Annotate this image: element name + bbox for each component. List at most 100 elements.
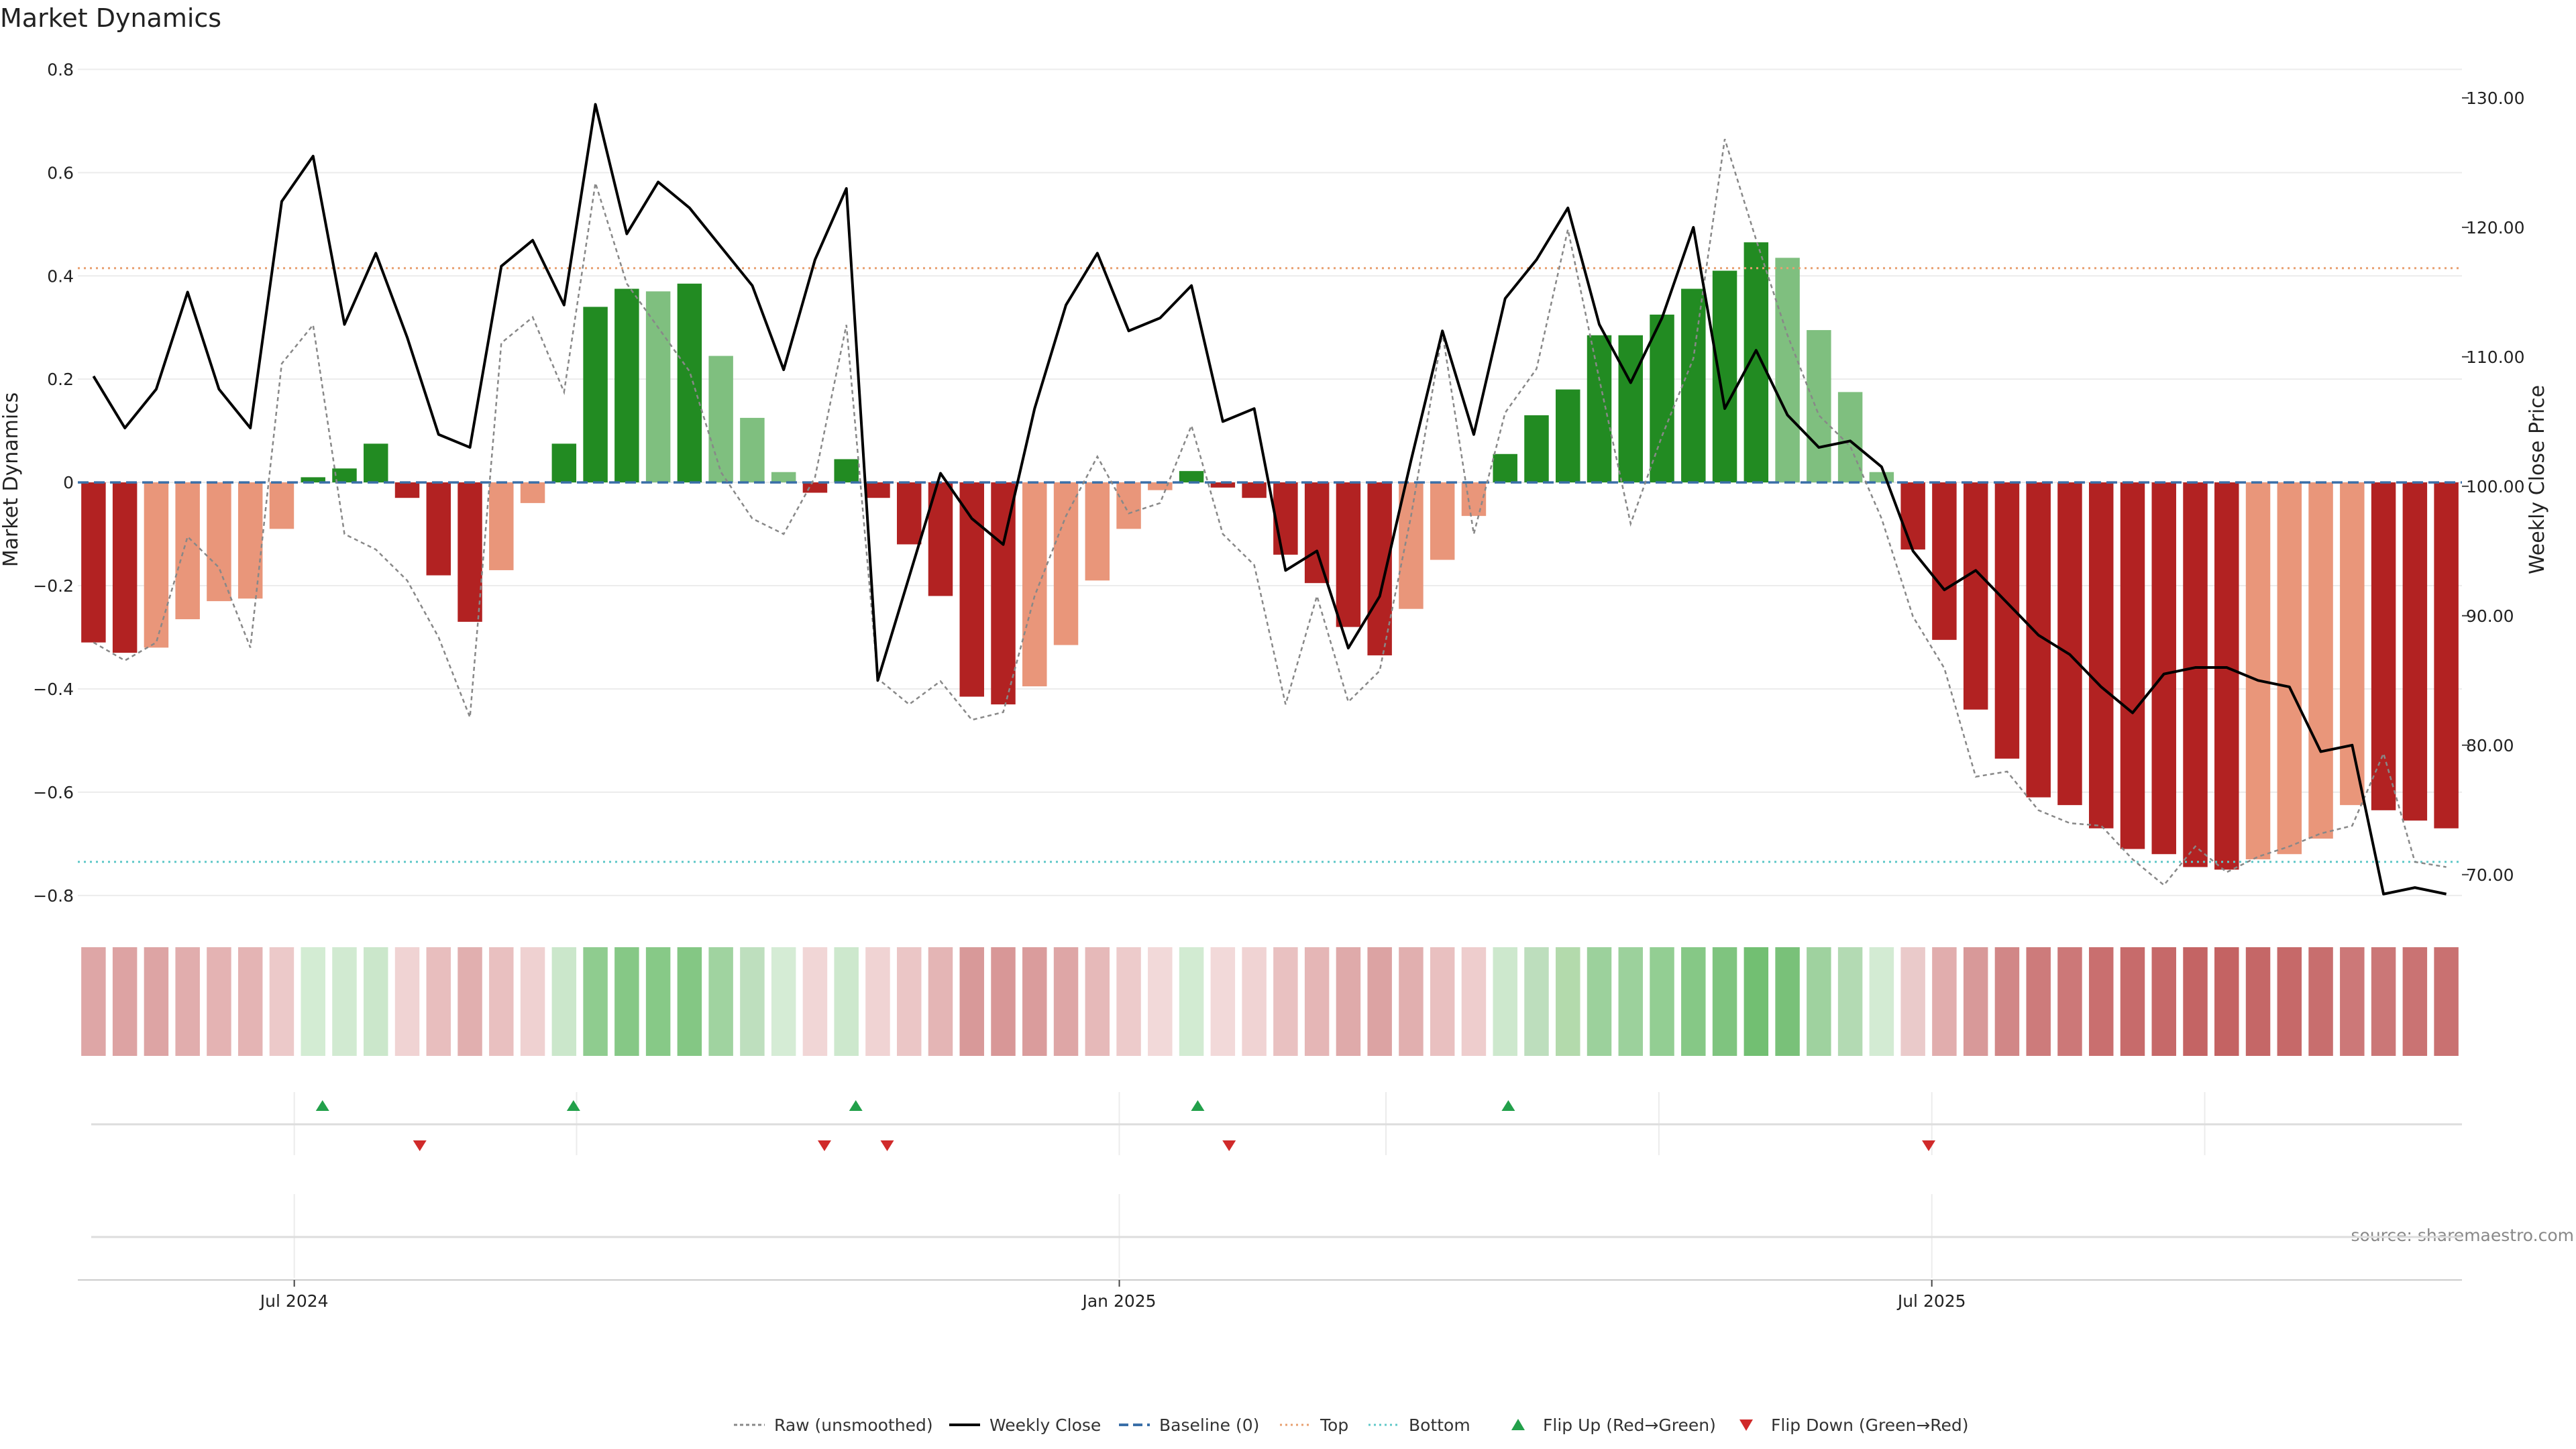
bar: [301, 477, 325, 483]
bar: [1053, 482, 1079, 645]
heat-cell: [1053, 947, 1079, 1056]
bar: [2434, 482, 2459, 828]
heat-cell: [896, 947, 922, 1056]
heat-cell: [1179, 947, 1204, 1056]
heat-cell: [237, 947, 263, 1056]
heat-cell: [489, 947, 514, 1056]
bar: [2120, 482, 2145, 849]
legend-label-flip-down: Flip Down (Green→Red): [1771, 1415, 1969, 1435]
heat-cell: [1963, 947, 1988, 1056]
heat-cell: [1524, 947, 1549, 1056]
bar: [2245, 482, 2271, 859]
heat-cell: [928, 947, 953, 1056]
bar: [677, 283, 702, 483]
y-tick-label-right: 80.00: [2466, 736, 2514, 755]
bar: [865, 482, 890, 498]
bar: [583, 307, 608, 483]
heat-cell: [1399, 947, 1424, 1056]
bar: [1304, 482, 1330, 584]
heat-cell: [1807, 947, 1831, 1056]
y-tick-label-right: 120.00: [2466, 218, 2524, 237]
heat-cell: [677, 947, 702, 1056]
flip-up-marker: [849, 1100, 863, 1111]
bar: [1587, 335, 1612, 483]
bar: [1681, 288, 1706, 483]
bar: [896, 482, 922, 545]
bar: [2277, 482, 2302, 855]
heat-cell: [207, 947, 231, 1056]
heat-cell: [1242, 947, 1267, 1056]
legend-flip-up-swatch: [1511, 1419, 1525, 1430]
bar: [144, 482, 169, 648]
source-attribution: source: sharemaestro.com: [2351, 1226, 2575, 1245]
heat-cell: [1681, 947, 1706, 1056]
heat-cell: [740, 947, 765, 1056]
legend-label-raw: Raw (unsmoothed): [774, 1415, 933, 1435]
raw-line: [93, 138, 2447, 887]
heat-cell: [1900, 947, 1925, 1056]
bar: [991, 482, 1016, 705]
bar: [520, 482, 545, 503]
heat-strip: [81, 947, 2459, 1056]
bar: [1273, 482, 1298, 555]
heat-cell: [1618, 947, 1644, 1056]
y-tick-label-right: 100.00: [2466, 477, 2524, 496]
bar: [1932, 482, 1957, 640]
flip-down-marker: [817, 1140, 831, 1151]
y-tick-label-right: 130.00: [2466, 89, 2524, 108]
bar: [207, 482, 231, 602]
bar: [1900, 482, 1925, 550]
bar: [1242, 482, 1267, 498]
bar: [2371, 482, 2396, 810]
y-tick-label-left: −0.4: [33, 680, 74, 699]
y-tick-label-left: −0.2: [33, 576, 74, 596]
y-tick-label-left: −0.8: [33, 886, 74, 906]
bar: [364, 443, 388, 483]
heat-cell: [520, 947, 545, 1056]
bar: [2214, 482, 2239, 870]
heat-cell: [2402, 947, 2428, 1056]
heat-cell: [1116, 947, 1141, 1056]
heat-cell: [1148, 947, 1173, 1056]
y-tick-label-left: −0.6: [33, 783, 74, 802]
legend-label-bottom: Bottom: [1409, 1415, 1470, 1435]
heat-cell: [1493, 947, 1517, 1056]
bar: [426, 482, 451, 576]
heat-cell: [144, 947, 169, 1056]
bar: [237, 482, 263, 599]
bar: [1148, 482, 1173, 490]
bar: [1650, 314, 1674, 483]
axes: 0.8 0.6 0.4 0.2 0 −0.2 −0.4 −0.6 −0.8 130.00 120.0…: [33, 60, 2524, 1311]
bar: [1743, 242, 1769, 483]
bar: [2340, 482, 2365, 806]
bar: [802, 482, 828, 493]
heat-cell: [1461, 947, 1487, 1056]
heat-cell: [301, 947, 325, 1056]
legend-label-baseline: Baseline (0): [1159, 1415, 1259, 1435]
heat-cell: [1775, 947, 1800, 1056]
heat-cell: [1367, 947, 1392, 1056]
heat-cell: [2340, 947, 2365, 1056]
heat-cell: [1994, 947, 2020, 1056]
bar: [1556, 389, 1580, 483]
heat-cell: [2214, 947, 2239, 1056]
legend-flip-down-swatch: [1739, 1419, 1753, 1431]
y-tick-label-left: 0.4: [47, 266, 74, 286]
y-tick-label-right: 90.00: [2466, 606, 2514, 626]
heat-cell: [2026, 947, 2051, 1056]
flip-up-marker: [315, 1100, 329, 1111]
heat-cell: [834, 947, 859, 1056]
bar: [2057, 482, 2082, 806]
heat-cell: [426, 947, 451, 1056]
heat-cell: [1210, 947, 1236, 1056]
flip-up-marker: [1501, 1100, 1515, 1111]
heat-cell: [1712, 947, 1737, 1056]
bar: [614, 288, 639, 483]
bar: [1524, 415, 1549, 483]
bar: [2088, 482, 2114, 828]
heat-cell: [1085, 947, 1110, 1056]
bar: [2151, 482, 2176, 855]
bar: [1022, 482, 1047, 687]
